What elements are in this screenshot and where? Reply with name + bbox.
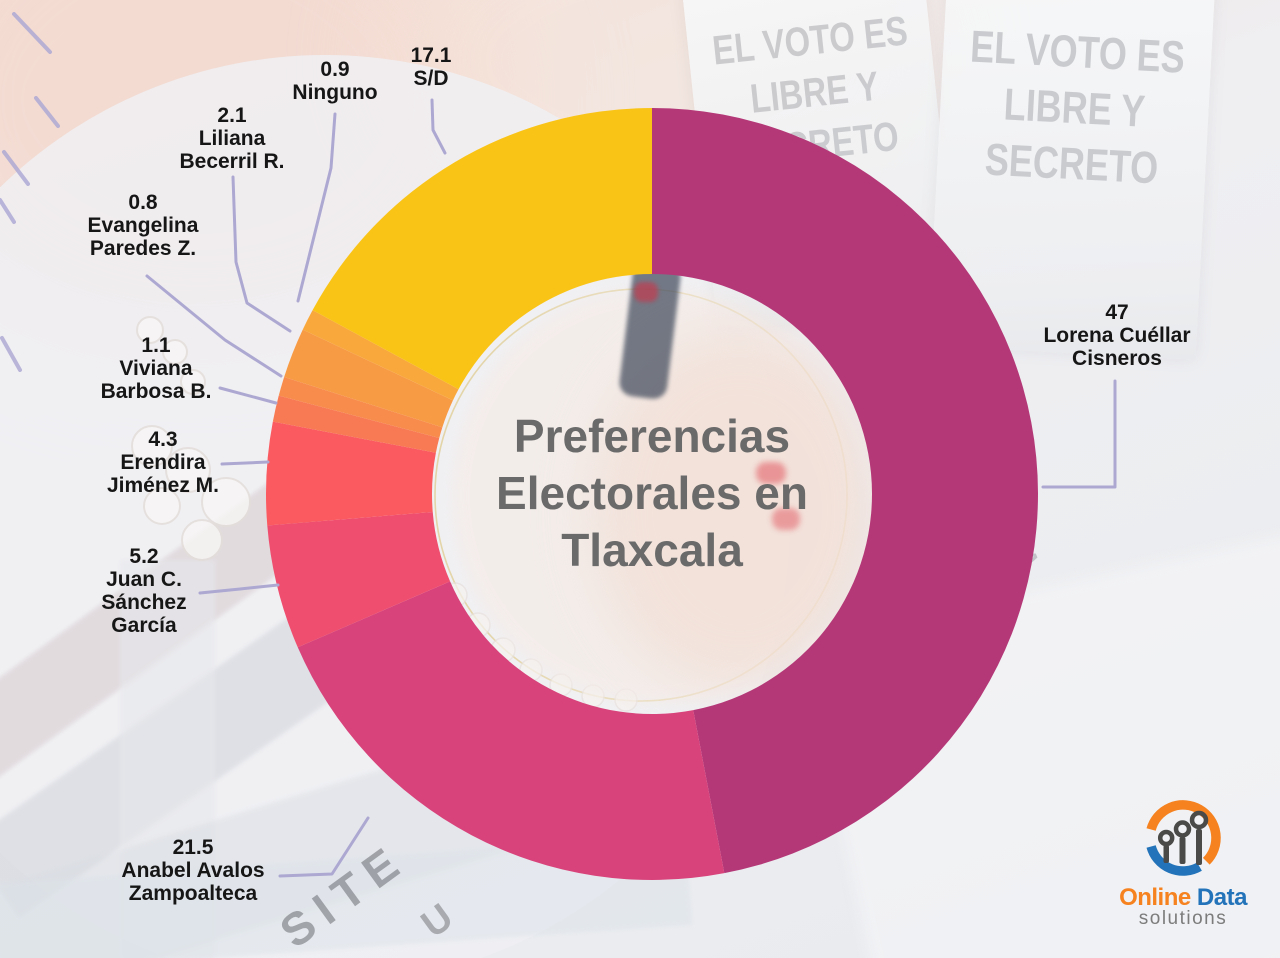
callout-value: 0.9 <box>320 58 350 81</box>
leader-line <box>278 816 370 878</box>
logo-pin-heads <box>1157 810 1209 847</box>
callout-name-line: Juan C. <box>106 568 182 591</box>
logo-swoosh-orange <box>1146 800 1221 865</box>
logo-swoosh-blue <box>1146 845 1202 876</box>
logo-word-solutions: solutions <box>1138 908 1228 929</box>
callout-value: 0.8 <box>128 191 158 214</box>
callout-name-line: Cisneros <box>1072 347 1162 370</box>
leader-line <box>231 175 292 333</box>
callout-name-line: Ninguno <box>292 81 378 104</box>
callout-value: 5.2 <box>129 545 159 568</box>
callout-value: 21.5 <box>172 836 214 859</box>
donut-slice-erendira-jim-nez-m <box>266 421 436 526</box>
callout-label: 0.9 Ninguno <box>292 58 377 104</box>
callout-name-line: Sánchez <box>101 591 187 614</box>
donut-slice-ninguno <box>302 310 459 401</box>
callout-name-line: Barbosa B. <box>100 380 212 403</box>
logo-swoosh <box>1146 800 1221 876</box>
callout-label: 17.1 S/D <box>411 44 452 90</box>
red-nail-shape <box>756 462 786 484</box>
callout-label: 2.1 Liliana Becerril R. <box>179 104 284 173</box>
callout-name-line: Lorena Cuéllar <box>1043 324 1191 347</box>
callout-value: 17.1 <box>410 44 452 67</box>
callout-name-line: Zampoalteca <box>128 882 258 905</box>
callout-name-line: S/D <box>413 67 449 90</box>
voting-stamp-cap <box>634 282 658 302</box>
pearl-bracelet <box>131 316 251 561</box>
leader-line <box>145 274 283 378</box>
leader-line <box>220 460 270 466</box>
callout-name-line: Anabel Avalos <box>121 859 265 882</box>
leader-line <box>1041 379 1117 489</box>
logo-wordmark: Online Data <box>1100 884 1266 912</box>
logo-pin-bars <box>1163 829 1202 865</box>
logo-word-data: Data <box>1196 884 1248 911</box>
leader-line <box>296 112 337 303</box>
chart-title: Preferencias Electorales en Tlaxcala <box>496 408 808 579</box>
donut-slice-juan-c-s-nchez-garc-a <box>267 511 451 648</box>
red-nail-shape <box>772 508 800 530</box>
leader-line <box>198 583 280 595</box>
donut-slice-evangelina-paredes-z <box>278 377 443 438</box>
callout-value: 1.1 <box>141 334 171 357</box>
logo-word-online: Online <box>1119 884 1191 911</box>
ballot-dash-marks <box>0 12 60 372</box>
callout-name-line: Liliana <box>198 127 266 150</box>
callout-name-line: Viviana <box>119 357 193 380</box>
donut-slice-s-d <box>312 108 652 390</box>
callout-value: 2.1 <box>217 104 247 127</box>
callout-name-line: Evangelina <box>87 214 199 237</box>
chart-title-line: Preferencias <box>513 410 791 462</box>
callout-label: 4.3 Erendira Jiménez M. <box>107 428 219 497</box>
leader-line <box>430 98 447 155</box>
callout-name-line: Jiménez M. <box>106 474 220 497</box>
callout-label: 1.1 Viviana Barbosa B. <box>101 334 212 403</box>
callout-label: 21.5 Anabel Avalos Zampoalteca <box>121 836 264 905</box>
donut-slice-anabel-avalos-zampoalteca <box>297 581 725 881</box>
callout-label: 47 Lorena Cuéllar Cisneros <box>1043 301 1190 370</box>
callout-value: 4.3 <box>148 428 178 451</box>
donut-slice-viviana-barbosa-b <box>272 395 440 453</box>
callout-name-line: Erendira <box>120 451 206 474</box>
leader-line <box>218 386 278 405</box>
callout-label: 0.8 Evangelina Paredes Z. <box>88 191 199 260</box>
callout-name-line: Becerril R. <box>179 150 285 173</box>
donut-slice-liliana-becerril-r <box>284 329 453 428</box>
donut-slice-lorena-cu-llar-cisneros <box>652 108 1038 874</box>
chart-title-line: Tlaxcala <box>561 524 743 576</box>
callout-label: 5.2 Juan C. Sánchez García <box>101 545 186 637</box>
callout-name-line: Paredes Z. <box>89 237 197 260</box>
callout-name-line: García <box>111 614 177 637</box>
chart-title-line: Electorales en <box>496 467 808 519</box>
callout-value: 47 <box>1105 301 1129 324</box>
